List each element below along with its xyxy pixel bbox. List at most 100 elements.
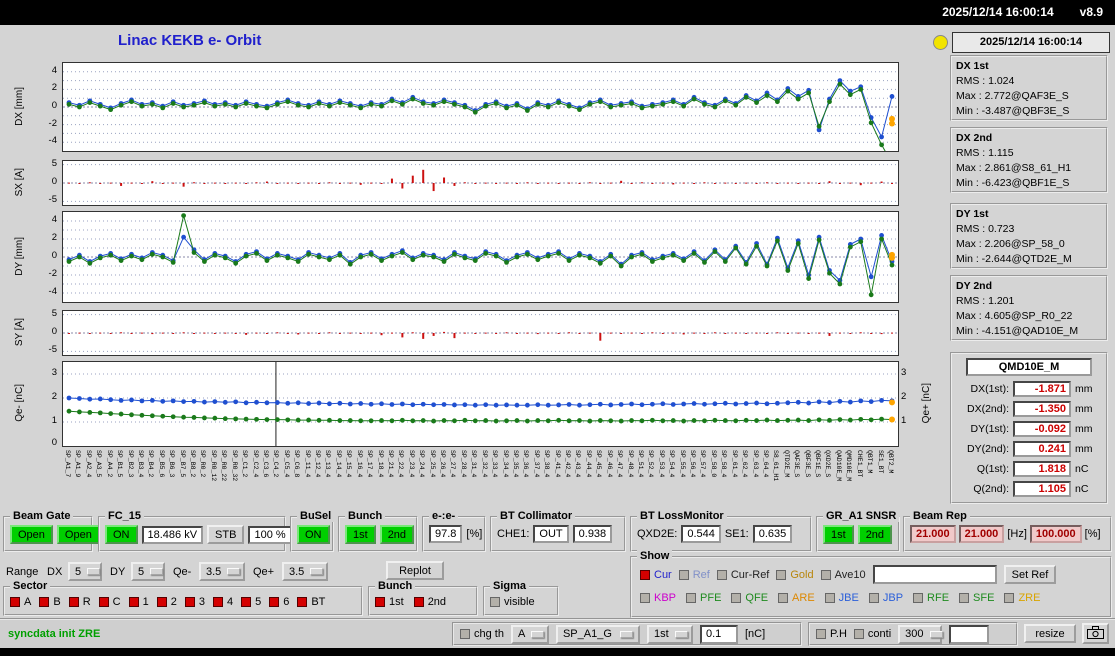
monitor-label: SP_C2_4 <box>251 450 259 478</box>
dy-orbit-chart[interactable] <box>62 211 899 303</box>
bunch-1st-checkbox[interactable]: 1st <box>375 596 404 608</box>
dy-axis-label: DY [mm] <box>8 211 30 301</box>
axis-label-text: SX [A] <box>13 167 25 197</box>
selected-value: 1st <box>653 628 669 640</box>
extra-input[interactable] <box>949 624 990 644</box>
panel-legend: GR_A1 SNSR <box>823 510 900 522</box>
replot-button[interactable]: Replot <box>386 561 444 580</box>
reference-file-input[interactable] <box>872 565 997 584</box>
bunch-number-select[interactable]: 1st <box>646 624 693 644</box>
qmd-row-unit: mm <box>1075 443 1093 455</box>
range-dy-label: DY <box>110 566 126 578</box>
sector-2-checkbox[interactable]: 2 <box>156 596 177 608</box>
range-qe-plus-select[interactable]: 3.5 <box>282 562 328 581</box>
selected-value: 3.5 <box>206 565 222 578</box>
qmd-row-label: DX(2nd): <box>966 403 1009 415</box>
selected-value: 5 <box>138 565 145 578</box>
region-rfe-checkbox[interactable]: RFE <box>913 592 949 604</box>
checkbox-label: chg th <box>474 628 504 640</box>
monitor-label: SP_B7_5 <box>178 450 186 478</box>
busel-on-button[interactable]: ON <box>297 525 330 544</box>
region-jbp-checkbox[interactable]: JBP <box>868 592 903 604</box>
region-zre-checkbox[interactable]: ZRE <box>1004 592 1040 604</box>
qmd-row-value: -0.092 <box>1013 421 1071 437</box>
gr-a1-2nd-button[interactable]: 2nd <box>857 525 893 544</box>
ph-checkbox[interactable]: P.H <box>816 628 847 640</box>
sector-4-checkbox[interactable]: 4 <box>212 596 233 608</box>
sigma-visible-checkbox[interactable]: visible <box>490 596 535 608</box>
sx-steering-chart[interactable] <box>62 160 899 206</box>
panel-legend: Sigma <box>490 580 530 592</box>
region-jbe-checkbox[interactable]: JBE <box>824 592 859 604</box>
monitor-label: SP_38_4 <box>543 450 551 478</box>
show-gold-checkbox[interactable]: Gold <box>776 569 814 581</box>
range-dx-label: DX <box>47 566 63 578</box>
che1-label: CHE1: <box>497 528 530 540</box>
sector-b-checkbox[interactable]: B <box>39 596 61 608</box>
points-select[interactable]: 300 <box>898 624 943 644</box>
status-bar: syncdata init ZRE chg th A SP_A1_G 1st [… <box>0 618 1115 648</box>
resize-button[interactable]: resize <box>1024 624 1076 643</box>
y-tick-label: 5 <box>51 308 57 319</box>
panel-legend: Show <box>637 550 673 562</box>
show-cur-checkbox[interactable]: Cur <box>640 569 672 581</box>
sector-bt-checkbox[interactable]: BT <box>297 596 325 608</box>
threshold-input[interactable] <box>699 624 738 644</box>
checkbox-indicator <box>686 593 697 603</box>
checkbox-indicator <box>156 597 167 607</box>
bunch-2nd-button[interactable]: 2nd <box>379 525 415 544</box>
option-menu-mark <box>674 630 688 638</box>
che1-position-value: 0.938 <box>572 525 613 543</box>
monitor-label: SP_A3_5 <box>95 450 103 478</box>
region-pfe-checkbox[interactable]: PFE <box>686 592 721 604</box>
checkbox-indicator <box>678 569 689 580</box>
range-qe-minus-select[interactable]: 3.5 <box>199 562 245 581</box>
sector-6-checkbox[interactable]: 6 <box>269 596 289 608</box>
sy-steering-chart[interactable] <box>62 310 899 356</box>
charge-chart[interactable] <box>62 361 899 447</box>
region-are-checkbox[interactable]: ARE <box>778 592 815 604</box>
sector-a-checkbox[interactable]: A <box>10 596 31 608</box>
region-sfe-checkbox[interactable]: SFE <box>959 592 994 604</box>
sector-1-checkbox[interactable]: 1 <box>128 596 149 608</box>
show-cur-ref-checkbox[interactable]: Cur-Ref <box>716 569 769 581</box>
monitor-label: QBF3E_S <box>803 450 811 478</box>
selected-monitor-name[interactable]: QMD10E_M <box>966 358 1092 376</box>
sector-3-checkbox[interactable]: 3 <box>184 596 205 608</box>
bunch-1st-button[interactable]: 1st <box>345 525 376 544</box>
dx-orbit-chart[interactable] <box>62 62 899 152</box>
monitor-label: SP_55_4 <box>678 450 686 478</box>
qmd-row-3: DY(2nd): 0.241 mm <box>955 439 1103 459</box>
device-select[interactable]: SP_A1_G <box>555 624 640 644</box>
region-kbp-checkbox[interactable]: KBP <box>640 592 676 604</box>
chg-th-checkbox[interactable]: chg th <box>460 628 504 640</box>
fc15-on-button[interactable]: ON <box>105 525 138 544</box>
monitor-label: SP_22_4 <box>397 450 405 478</box>
set-ref-button[interactable]: Set Ref <box>1003 565 1057 584</box>
y-tick-label: 4 <box>51 64 57 76</box>
qxd2e-value: 0.544 <box>681 525 721 543</box>
show-ave10-checkbox[interactable]: Ave10 <box>820 569 866 581</box>
beam-gate-open-button-2[interactable]: Open <box>56 525 100 544</box>
checkbox-indicator <box>853 629 864 639</box>
bunch-2nd-checkbox[interactable]: 2nd <box>413 596 446 608</box>
selected-value: SP_A1_G <box>562 628 612 640</box>
gr-a1-1st-button[interactable]: 1st <box>823 525 854 544</box>
range-dx-select[interactable]: 5 <box>68 562 102 581</box>
region-qfe-checkbox[interactable]: QFE <box>731 592 768 604</box>
conti-checkbox[interactable]: conti <box>853 628 891 640</box>
beam-gate-open-button-1[interactable]: Open <box>10 525 53 544</box>
monitor-label: SP_33_4 <box>491 450 499 478</box>
sector-5-checkbox[interactable]: 5 <box>241 596 261 608</box>
y-tick-label: 1 <box>901 415 907 426</box>
sector-c-checkbox[interactable]: C <box>98 596 121 608</box>
selected-value: A <box>517 628 526 640</box>
show-ref-checkbox[interactable]: Ref <box>678 569 710 581</box>
sector-select[interactable]: A <box>510 624 549 644</box>
range-dy-select[interactable]: 5 <box>131 562 165 581</box>
snapshot-button[interactable] <box>1082 623 1109 644</box>
show-overlay-toggles: Cur Ref Cur-Ref Gold Ave10 <box>640 569 866 581</box>
fc15-stb-button[interactable]: STB <box>207 525 245 544</box>
sector-r-checkbox[interactable]: R <box>68 596 91 608</box>
y-tick-label: -2 <box>48 117 57 129</box>
